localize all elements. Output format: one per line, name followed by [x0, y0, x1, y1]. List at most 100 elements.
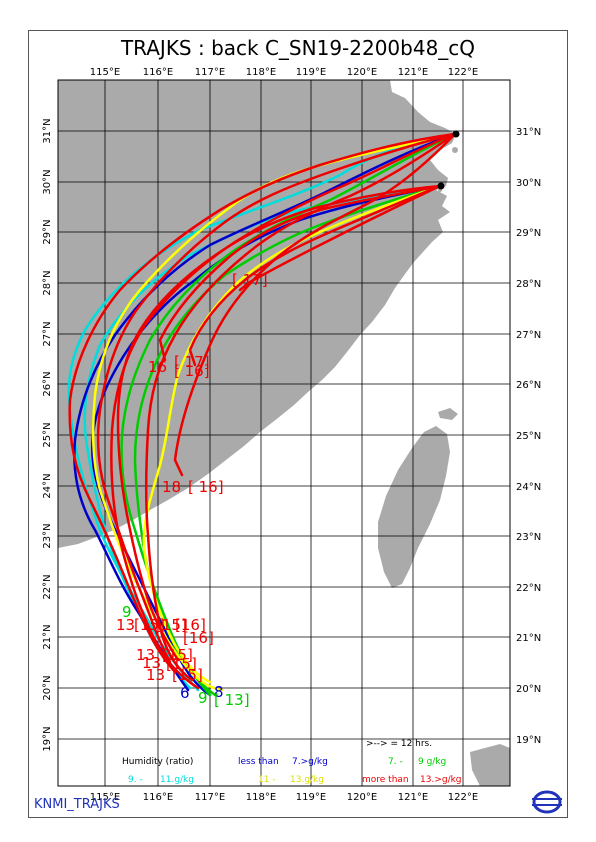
- lat-tick-label: 26°N: [42, 371, 53, 396]
- label: [15]: [162, 646, 193, 664]
- humidity-label: Humidity (ratio): [122, 757, 193, 767]
- lon-tick-label: 122°E: [448, 67, 478, 78]
- trajectory-yellow-2: [142, 184, 442, 684]
- island: [452, 147, 458, 153]
- trajectory-red-5: [158, 184, 442, 362]
- label: [16]: [183, 629, 214, 647]
- lat-tick-label: 23°N: [516, 532, 541, 543]
- lon-tick-label: 119°E: [296, 792, 326, 803]
- lat-tick-label: 30°N: [42, 169, 53, 194]
- lon-tick-label: 117°E: [195, 67, 225, 78]
- lat-tick-label: 28°N: [516, 279, 541, 290]
- label: [15]: [156, 616, 187, 634]
- lat-tick-label: 29°N: [42, 219, 53, 244]
- band3-value: 11.g/kg: [160, 775, 194, 785]
- label: 13: [136, 646, 155, 664]
- lat-tick-label: 21°N: [516, 633, 541, 644]
- less-than-label: less than: [238, 757, 279, 767]
- lon-tick-label: 121°E: [398, 67, 428, 78]
- trajectory-red-3: [144, 132, 457, 682]
- label: 13: [146, 666, 165, 684]
- legend: >--> = 12 hrs. Humidity (ratio) less tha…: [122, 739, 462, 785]
- trajectory-green-1: [120, 132, 457, 697]
- lat-tick-label: 22°N: [42, 574, 53, 599]
- more-than-label: more than: [362, 775, 409, 785]
- trajectory-cyan-1: [67, 132, 457, 692]
- trajectory-red-7: [238, 184, 442, 292]
- lon-tick-label: 115°E: [90, 67, 120, 78]
- label: 13: [116, 616, 135, 634]
- trajectory-red-9: [116, 184, 442, 662]
- band4-label: 11 -: [258, 775, 276, 785]
- band2-value: 9 g/kg: [418, 757, 446, 767]
- lat-tick-label: 31°N: [516, 127, 541, 138]
- lat-tick-label: 22°N: [516, 583, 541, 594]
- label: [ 17]: [232, 271, 268, 289]
- label: [15]: [134, 616, 165, 634]
- lon-tick-label: 116°E: [143, 67, 173, 78]
- label: [ 16]: [174, 362, 210, 380]
- lat-tick-label: 20°N: [42, 675, 53, 700]
- lat-tick-label: 25°N: [42, 422, 53, 447]
- label: [ 13]: [214, 691, 250, 709]
- lat-tick-label: 28°N: [42, 270, 53, 295]
- lat-tick-label: 27°N: [42, 321, 53, 346]
- island: [438, 408, 458, 420]
- start-point-marker: [437, 182, 445, 190]
- label: 9: [198, 689, 208, 707]
- label: 13: [142, 654, 161, 672]
- knmi-logo-icon: [532, 790, 562, 814]
- lon-tick-label: 115°E: [90, 792, 120, 803]
- band3-label: 9. -: [128, 775, 143, 785]
- lon-tick-label: 120°E: [347, 67, 377, 78]
- lat-tick-label: 21°N: [42, 624, 53, 649]
- label: 18: [162, 478, 181, 496]
- footer-label: KNMI_TRAJKS: [34, 797, 120, 812]
- lon-tick-label: 118°E: [246, 67, 276, 78]
- lon-tick-label: 120°E: [347, 792, 377, 803]
- land-mainland: [58, 80, 456, 548]
- map-border: [57, 79, 511, 787]
- humidity-labels: [ 17] 16 [ 17] [ 16] 18 [ 16] 9 13 [15] …: [116, 271, 268, 709]
- lat-tick-label: 23°N: [42, 523, 53, 548]
- lon-tick-label: 121°E: [398, 792, 428, 803]
- lon-labels-bottom: 115°E 116°E 117°E 118°E 119°E 120°E 121°E 122°E: [90, 792, 478, 803]
- land-luzon: [470, 744, 510, 786]
- label: [16]: [175, 616, 206, 634]
- lon-tick-label: 117°E: [195, 792, 225, 803]
- lon-tick-label: 118°E: [246, 792, 276, 803]
- label: [ 17]: [174, 353, 210, 371]
- trajectory-red-1: [68, 132, 457, 674]
- lat-tick-label: 19°N: [42, 726, 53, 751]
- lat-tick-label: 29°N: [516, 228, 541, 239]
- land-taiwan: [378, 426, 450, 588]
- lat-tick-label: 27°N: [516, 330, 541, 341]
- lat-tick-label: 30°N: [516, 178, 541, 189]
- band2-label: 7. -: [388, 757, 403, 767]
- lat-tick-label: 31°N: [42, 118, 53, 143]
- lat-tick-label: 24°N: [42, 473, 53, 498]
- lon-tick-label: 119°E: [296, 67, 326, 78]
- graticule: [58, 80, 510, 786]
- lon-tick-label: 122°E: [448, 792, 478, 803]
- less-than-value: 7.>g/kg: [292, 757, 328, 767]
- lat-tick-label: 26°N: [516, 380, 541, 391]
- label: 6: [180, 684, 190, 702]
- trajectory-red-6: [188, 184, 442, 367]
- lon-labels-top: 115°E 116°E 117°E 118°E 119°E 120°E 121°E 122°E: [90, 67, 478, 78]
- lon-tick-label: 116°E: [143, 792, 173, 803]
- map-title: TRAJKS : back C_SN19-2200b48_cQ: [120, 36, 476, 60]
- label: [15]: [172, 666, 203, 684]
- label: [ 16]: [188, 478, 224, 496]
- map-frame: [28, 30, 568, 818]
- lat-tick-label: 20°N: [516, 684, 541, 695]
- lat-tick-label: 24°N: [516, 482, 541, 493]
- start-point-marker: [452, 130, 460, 138]
- arrow-note: >--> = 12 hrs.: [366, 739, 432, 749]
- label: [15]: [166, 655, 197, 673]
- lat-tick-label: 25°N: [516, 431, 541, 442]
- label: 9: [122, 603, 132, 621]
- label: 16: [148, 358, 167, 376]
- trajectory-red-8: [96, 132, 457, 664]
